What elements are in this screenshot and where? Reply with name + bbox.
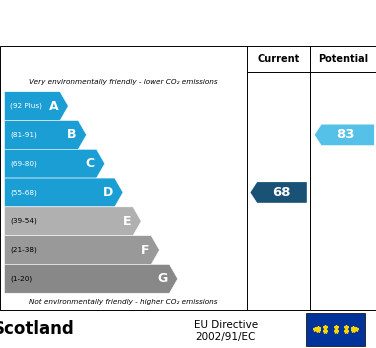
Polygon shape — [5, 178, 123, 207]
Text: (1-20): (1-20) — [10, 276, 32, 282]
Polygon shape — [5, 92, 68, 120]
Text: 2002/91/EC: 2002/91/EC — [196, 332, 256, 342]
Text: Current: Current — [258, 54, 300, 64]
Text: Scotland: Scotland — [0, 320, 75, 338]
Text: D: D — [103, 186, 113, 199]
Polygon shape — [5, 264, 178, 293]
Polygon shape — [315, 125, 374, 145]
Text: (81-91): (81-91) — [10, 132, 37, 138]
Polygon shape — [5, 149, 105, 178]
Polygon shape — [5, 236, 159, 264]
Text: Potential: Potential — [318, 54, 368, 64]
Text: C: C — [85, 157, 95, 170]
Text: (21-38): (21-38) — [10, 247, 37, 253]
FancyBboxPatch shape — [306, 313, 365, 346]
Text: G: G — [157, 272, 168, 285]
Text: (39-54): (39-54) — [10, 218, 37, 224]
Polygon shape — [5, 120, 86, 149]
Text: Environmental Impact (CO₂) Rating: Environmental Impact (CO₂) Rating — [43, 15, 333, 31]
Text: Not environmentally friendly - higher CO₂ emissions: Not environmentally friendly - higher CO… — [29, 299, 218, 305]
Polygon shape — [250, 182, 307, 203]
Text: (55-68): (55-68) — [10, 189, 37, 196]
Text: 68: 68 — [272, 186, 291, 199]
Polygon shape — [5, 207, 141, 236]
Text: E: E — [123, 215, 131, 228]
Text: F: F — [141, 244, 149, 256]
Text: (92 Plus): (92 Plus) — [10, 103, 42, 109]
Text: 83: 83 — [337, 128, 355, 141]
Text: B: B — [67, 128, 76, 141]
Text: (69-80): (69-80) — [10, 160, 37, 167]
Text: Very environmentally friendly - lower CO₂ emissions: Very environmentally friendly - lower CO… — [29, 79, 218, 85]
Text: EU Directive: EU Directive — [194, 320, 258, 330]
Text: A: A — [49, 100, 58, 113]
